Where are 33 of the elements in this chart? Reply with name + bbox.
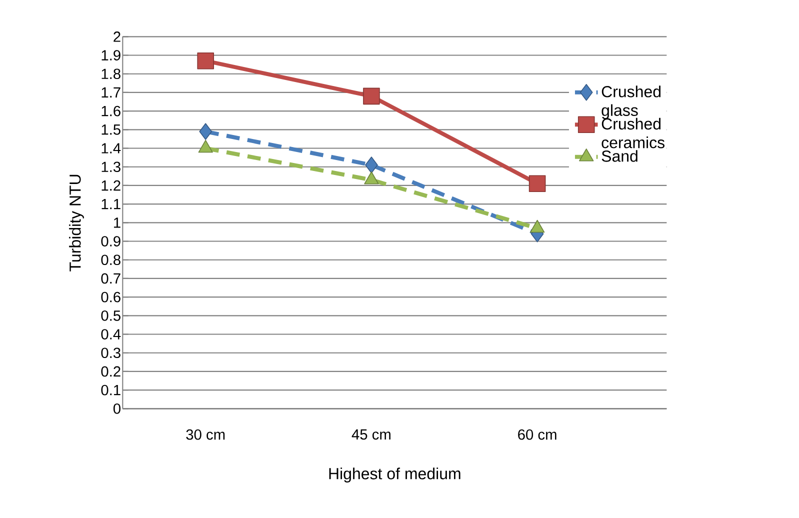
y-tick-label: 0.7	[101, 273, 120, 284]
y-tick-label: 1.4	[102, 143, 121, 154]
y-axis-title: Turbidity NTU	[69, 174, 84, 272]
y-tick-label: 1.1	[102, 199, 120, 210]
legend-label: Crushed ceramics	[602, 118, 664, 148]
y-tick-label: 1.5	[102, 124, 120, 135]
point	[365, 156, 378, 174]
y-tick-label: 0.1	[101, 384, 120, 396]
x-tick-label: 30 cm	[186, 429, 225, 440]
point	[528, 175, 546, 192]
y-tick-label: 1.2	[102, 180, 120, 191]
x-axis-title: Highest of medium	[329, 468, 460, 482]
y-tick-label: 0.6	[101, 292, 120, 302]
point	[197, 52, 214, 70]
x-tick-label: 45 cm	[352, 429, 390, 440]
y-tick-label: 0.5	[101, 310, 120, 321]
y-tick-label: 0.3	[101, 348, 120, 358]
y-tick-label: 1	[114, 218, 120, 228]
y-tick-label: 0	[113, 403, 120, 414]
y-tick-label: 1.8	[102, 68, 120, 80]
x-tick-label: 60 cm	[518, 429, 556, 440]
y-tick-label: 0.8	[101, 254, 120, 266]
y-tick-label: 1.9	[102, 50, 120, 60]
legend-label: Sand	[602, 150, 638, 162]
y-tick-label: 1.7	[102, 87, 120, 98]
y-tick-label: 2	[114, 32, 120, 42]
y-tick-label: 0.4	[101, 329, 121, 340]
y-tick-label: 0.9	[101, 236, 120, 246]
y-tick-label: 0.2	[101, 366, 120, 377]
y-tick-label: 1.6	[102, 106, 120, 116]
point	[363, 88, 380, 105]
point	[199, 123, 212, 140]
y-tick-label: 1.3	[102, 162, 120, 172]
